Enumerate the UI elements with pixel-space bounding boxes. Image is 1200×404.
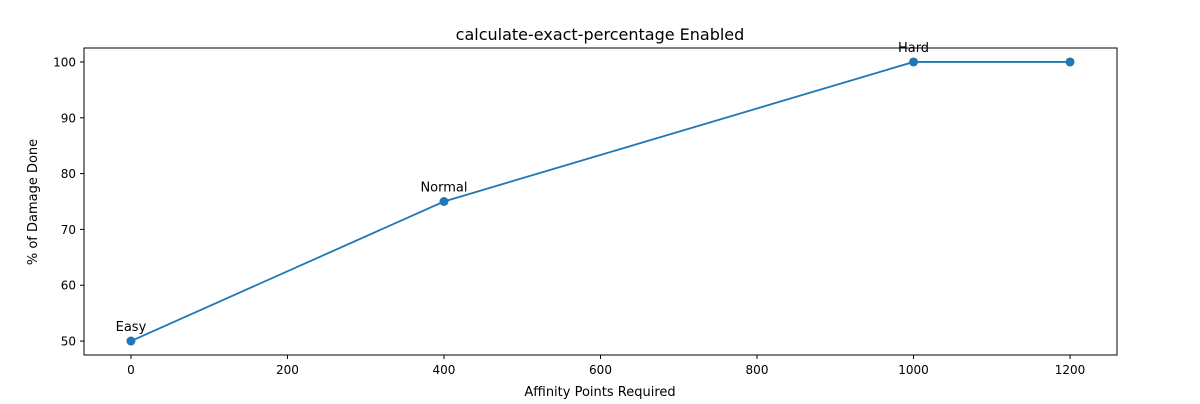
x-tick-label: 200 (276, 363, 299, 377)
y-axis-label: % of Damage Done (26, 139, 41, 265)
point-annotation: Hard (898, 41, 929, 56)
series-line (130, 61, 1071, 342)
point-annotation: Normal (420, 181, 467, 196)
y-tick-label: 80 (61, 167, 76, 181)
point-annotation: Easy (116, 320, 147, 335)
x-tick-label: 1200 (1055, 363, 1086, 377)
chart-title: calculate-exact-percentage Enabled (456, 25, 745, 44)
x-tick-label: 0 (127, 363, 135, 377)
plot-area-frame (83, 47, 1118, 356)
y-tick-label: 70 (61, 223, 76, 237)
data-point (1065, 57, 1075, 67)
x-tick-label: 600 (589, 363, 612, 377)
x-axis-label: Affinity Points Required (524, 385, 675, 400)
data-point (439, 197, 449, 206)
data-point (126, 336, 136, 346)
y-tick-label: 60 (61, 279, 76, 293)
y-tick-label: 90 (61, 111, 76, 125)
x-tick-label: 1000 (898, 363, 929, 377)
x-tick-label: 400 (433, 363, 456, 377)
y-tick-label: 50 (61, 335, 76, 349)
data-point (909, 57, 919, 67)
series-layer: Easy Normal Hard (116, 41, 1075, 346)
axis-ticks: 0 200 400 600 800 1000 1200 50 60 70 80 90 100 (53, 55, 1085, 377)
y-tick-label: 100 (53, 55, 76, 69)
x-tick-label: 800 (746, 363, 769, 377)
